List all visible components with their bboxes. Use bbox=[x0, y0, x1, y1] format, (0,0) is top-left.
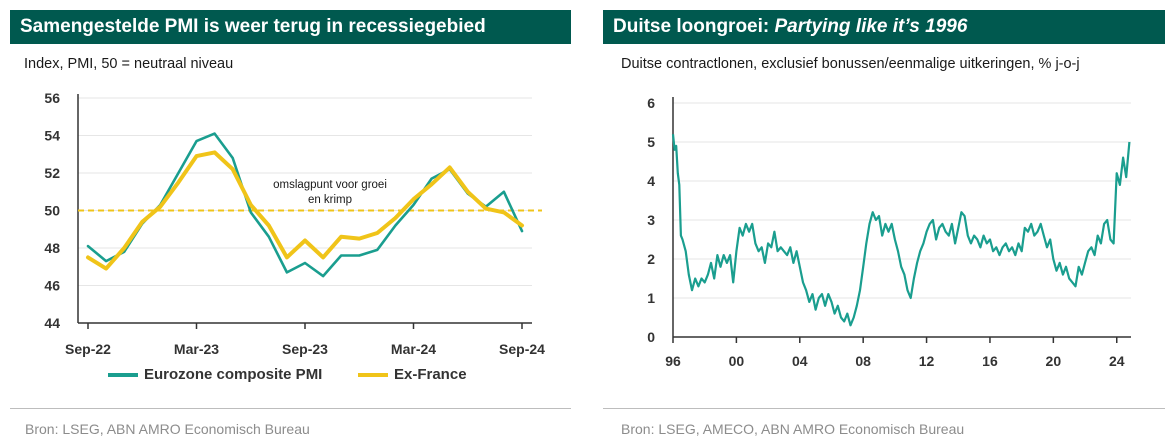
y-tick-label: 46 bbox=[44, 278, 60, 294]
chart-title: Samengestelde PMI is weer terug in reces… bbox=[10, 10, 571, 44]
legend-label-eurozone: Eurozone composite PMI bbox=[144, 366, 323, 383]
chart-subtitle: Duitse contractlonen, exclusief bonussen… bbox=[621, 56, 1080, 72]
y-tick-label: 56 bbox=[44, 90, 60, 106]
x-tick-label: Sep-23 bbox=[282, 341, 328, 357]
left-chart-panel: Samengestelde PMI is weer terug in reces… bbox=[0, 0, 572, 446]
source-divider bbox=[603, 408, 1165, 409]
y-tick-label: 4 bbox=[647, 173, 655, 189]
wage-growth-line-chart: 6 5 4 3 2 1 0 96 00 04 08 12 16 20 24 bbox=[647, 95, 1131, 369]
x-tick-label: Sep-22 bbox=[65, 341, 111, 357]
chart-subtitle: Index, PMI, 50 = neutraal niveau bbox=[24, 56, 234, 72]
legend-item-eurozone: Eurozone composite PMI bbox=[108, 366, 322, 383]
y-tick-label: 52 bbox=[44, 165, 60, 181]
chart-source: Bron: LSEG, ABN AMRO Economisch Bureau bbox=[25, 421, 310, 437]
right-chart-panel: Duitse loongroei: Partying like it’s 199… bbox=[603, 0, 1175, 446]
y-tick-label: 1 bbox=[647, 290, 655, 306]
x-tick-label: 24 bbox=[1109, 353, 1125, 369]
x-tick-label: Sep-24 bbox=[499, 341, 545, 357]
x-tick-label: 04 bbox=[792, 353, 808, 369]
x-tick-label: Mar-23 bbox=[174, 341, 219, 357]
legend-item-ex-france: Ex-France bbox=[358, 366, 467, 383]
pmi-line-chart: 56 54 52 50 48 46 44 Sep-22 Mar-23 Sep-23 Mar-24 Se… bbox=[44, 90, 545, 357]
chart-title-plain: Duitse loongroei: bbox=[613, 16, 775, 37]
y-tick-label: 0 bbox=[647, 329, 655, 345]
chart-title: Duitse loongroei: Partying like it’s 199… bbox=[603, 10, 1165, 44]
x-tick-label: Mar-24 bbox=[391, 341, 436, 357]
reference-line-label: en krimp bbox=[308, 194, 352, 206]
x-tick-label: 20 bbox=[1046, 353, 1062, 369]
x-tick-label: 96 bbox=[665, 353, 681, 369]
y-tick-label: 2 bbox=[647, 251, 655, 267]
x-tick-label: 12 bbox=[919, 353, 935, 369]
y-tick-label: 6 bbox=[647, 95, 655, 111]
chart-source: Bron: LSEG, AMECO, ABN AMRO Economisch B… bbox=[621, 421, 965, 437]
y-tick-label: 54 bbox=[44, 128, 60, 144]
y-tick-label: 48 bbox=[44, 240, 60, 256]
x-tick-label: 08 bbox=[855, 353, 871, 369]
x-tick-label: 16 bbox=[982, 353, 998, 369]
x-tick-label: 00 bbox=[729, 353, 745, 369]
series-line-eurozone bbox=[86, 132, 524, 278]
y-tick-label: 44 bbox=[44, 315, 60, 331]
source-divider bbox=[10, 408, 571, 409]
y-tick-label: 3 bbox=[647, 212, 655, 228]
legend-swatch-ex-france bbox=[358, 372, 388, 377]
series-line-wage-growth bbox=[671, 134, 1131, 327]
legend-swatch-eurozone bbox=[108, 372, 138, 377]
reference-line-label: omslagpunt voor groei bbox=[273, 179, 387, 191]
legend-label-ex-france: Ex-France bbox=[394, 366, 467, 383]
chart-title-italic: Partying like it’s 1996 bbox=[774, 16, 968, 37]
series-line-ex-france bbox=[86, 150, 524, 271]
y-tick-label: 50 bbox=[44, 203, 60, 219]
y-tick-label: 5 bbox=[647, 134, 655, 150]
